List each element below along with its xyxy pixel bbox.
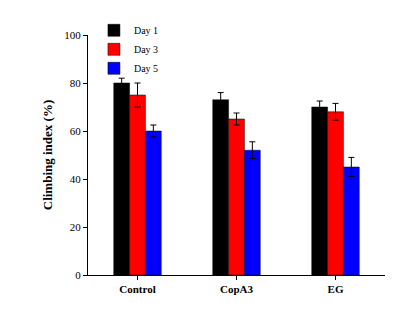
svg-text:Control: Control [119, 283, 155, 295]
svg-text:Day 5: Day 5 [134, 63, 158, 74]
svg-text:100: 100 [64, 29, 81, 41]
svg-text:40: 40 [70, 173, 82, 185]
svg-text:80: 80 [70, 77, 82, 89]
svg-text:Day 1: Day 1 [134, 25, 158, 36]
svg-text:0: 0 [75, 269, 81, 281]
svg-text:Day 3: Day 3 [134, 44, 158, 55]
svg-text:20: 20 [70, 221, 82, 233]
svg-text:Climbing index (%): Climbing index (%) [40, 100, 55, 211]
svg-text:CopA3: CopA3 [220, 283, 254, 295]
svg-text:60: 60 [70, 125, 82, 137]
svg-text:EG: EG [328, 283, 344, 295]
